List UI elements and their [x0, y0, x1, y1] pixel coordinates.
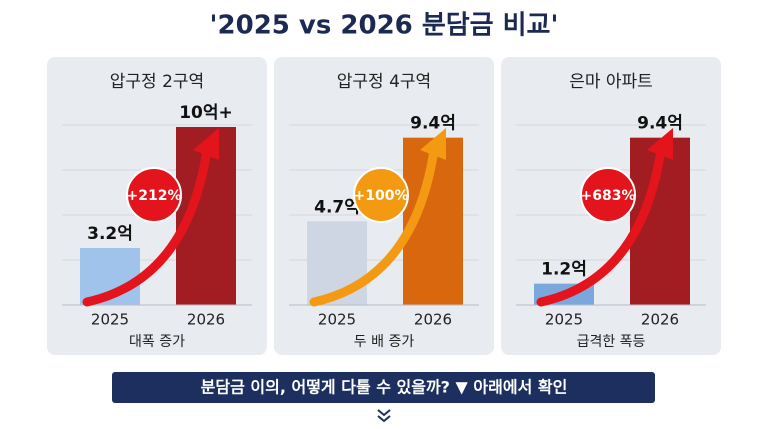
- value-label: 9.4억: [410, 114, 456, 134]
- caption: 대폭 증가: [129, 334, 185, 350]
- chart-title: 압구정 2구역: [110, 72, 204, 92]
- page-title: '2025 vs 2026 분담금 비교': [210, 11, 559, 41]
- value-label: 1.2억: [541, 260, 587, 280]
- arrow-head: [420, 128, 446, 160]
- annotation: +683%: [581, 188, 636, 204]
- trend-arrow: [536, 145, 666, 307]
- chart-title: 은마 아파트: [569, 72, 653, 92]
- annotation-badge: [126, 167, 182, 223]
- trend-arrow: [82, 145, 212, 307]
- annotation-badge: [353, 167, 409, 223]
- x-tick-label: 2025: [91, 311, 129, 329]
- banner-text[interactable]: 분담금 이의, 어떻게 다툴 수 있을까? ▼ 아래에서 확인: [201, 378, 568, 397]
- caption: 급격한 폭등: [577, 334, 646, 350]
- banner[interactable]: [112, 372, 655, 403]
- annotation-badge: [580, 167, 636, 223]
- chevron-icon: [377, 409, 391, 423]
- annotation: +212%: [127, 188, 182, 204]
- x-tick-label: 2026: [414, 311, 452, 329]
- value-label: 3.2억: [87, 224, 133, 244]
- value-label: 9.4억: [637, 114, 683, 134]
- x-tick-label: 2026: [187, 311, 225, 329]
- caption: 두 배 증가: [354, 334, 415, 350]
- annotation: +100%: [354, 188, 409, 204]
- chart-title: 압구정 4구역: [337, 72, 431, 92]
- arrow-head: [647, 128, 673, 160]
- trend-arrow: [309, 145, 439, 307]
- x-tick-label: 2026: [641, 311, 679, 329]
- value-label: 4.7억: [314, 197, 360, 217]
- x-tick-label: 2025: [318, 311, 356, 329]
- arrow-head: [193, 128, 219, 160]
- x-tick-label: 2025: [545, 311, 583, 329]
- value-label: 10억+: [179, 103, 233, 123]
